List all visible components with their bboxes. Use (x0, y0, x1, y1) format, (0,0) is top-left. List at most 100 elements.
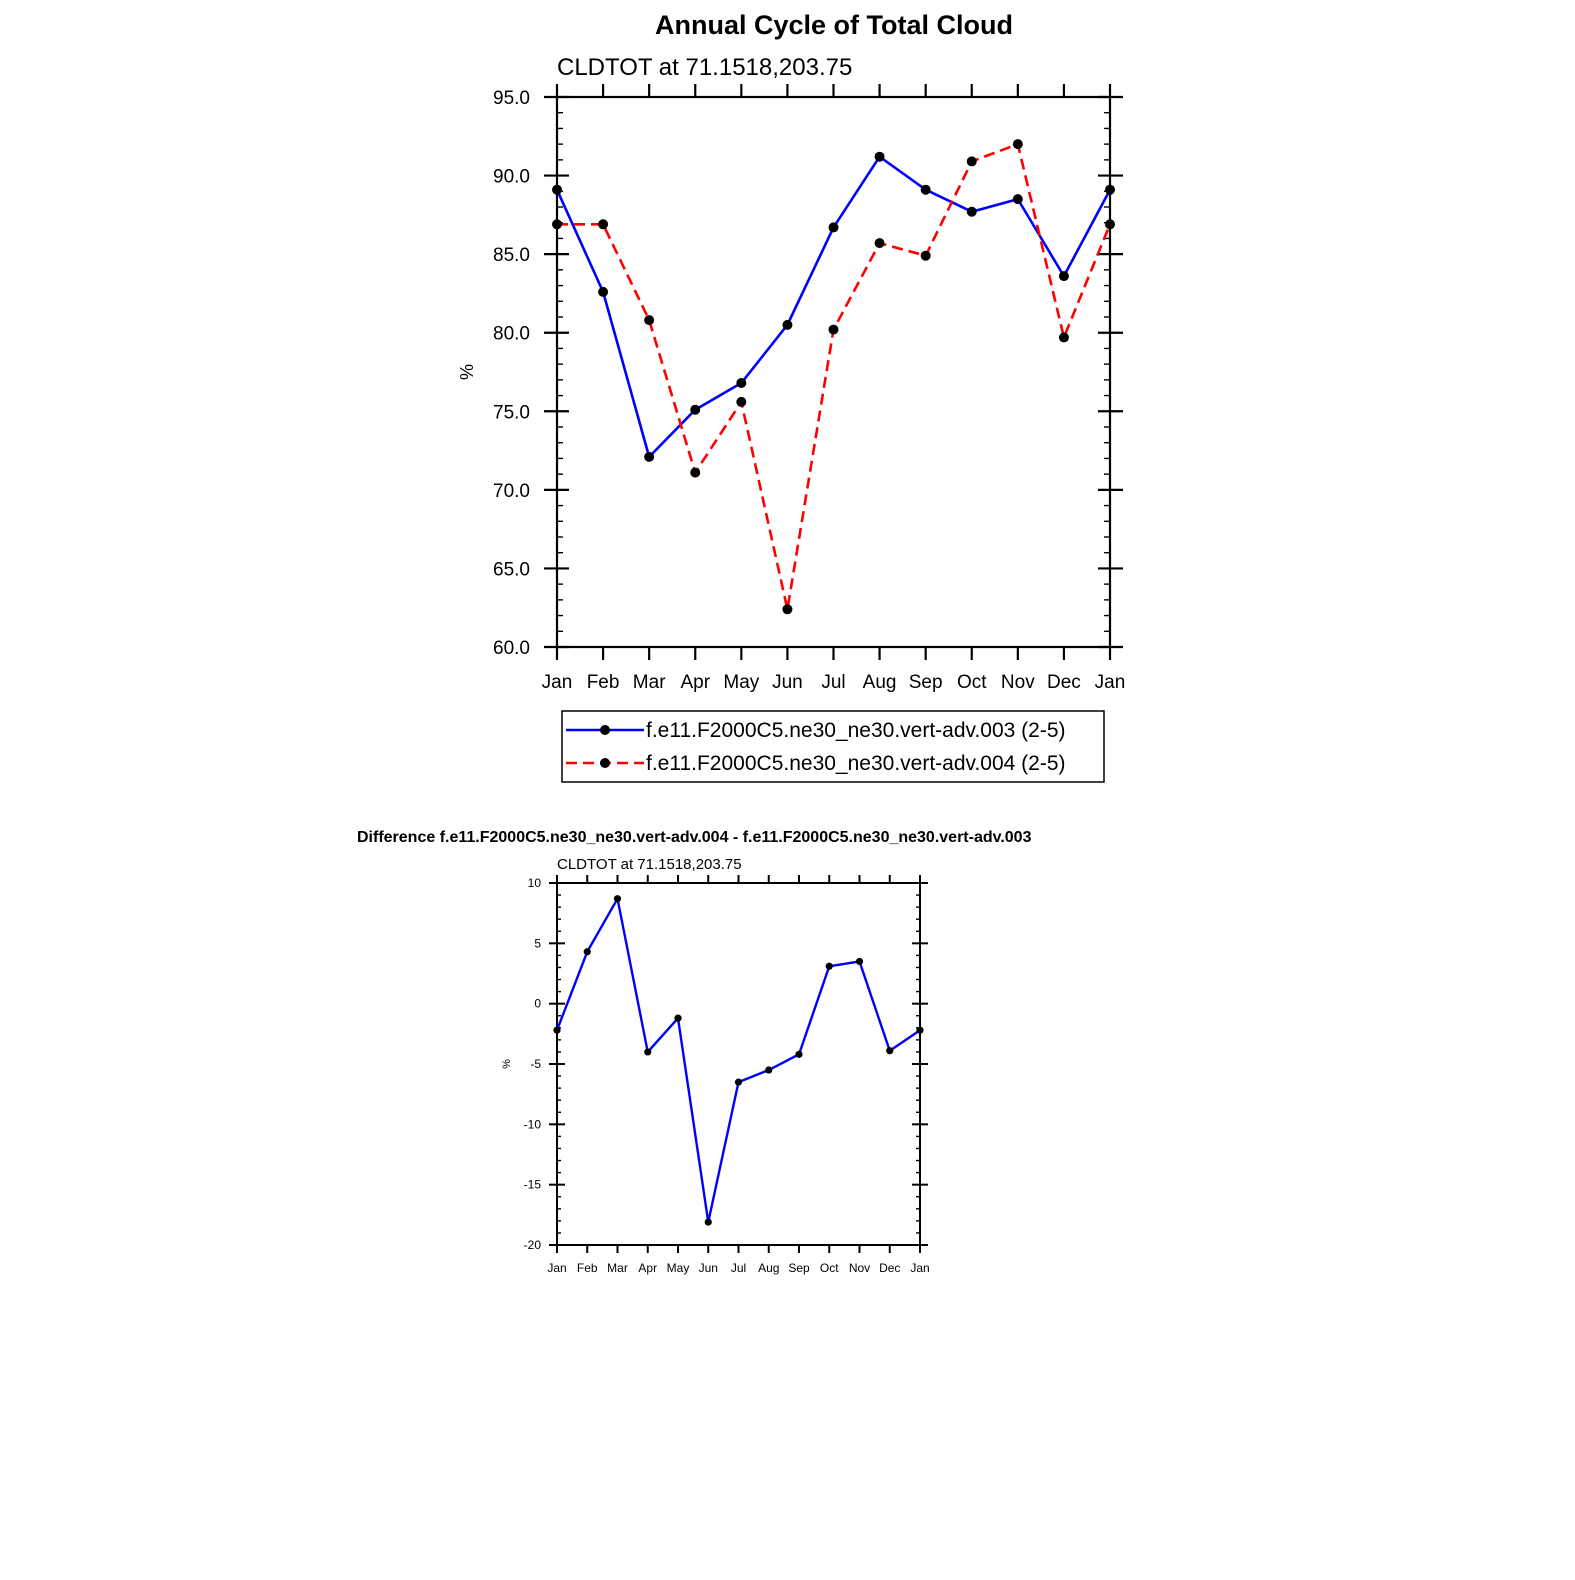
data-point-series1 (795, 1050, 803, 1058)
data-point-series1 (553, 1026, 561, 1034)
data-point-series2 (874, 238, 885, 249)
legend-label-series1: f.e11.F2000C5.ne30_ne30.vert-adv.003 (2-… (646, 719, 1066, 742)
data-point-series2 (828, 324, 839, 335)
data-point-series1 (886, 1047, 894, 1055)
main-chart-plot-frame (555, 95, 1112, 649)
data-point-series1 (552, 184, 562, 195)
x-tick-label: Apr (680, 672, 710, 693)
series-line-1 (555, 155, 1112, 459)
x-tick-label: May (723, 672, 759, 693)
x-tick-label: Sep (788, 1261, 810, 1275)
main-chart-subtitle: CLDTOT at 71.1518,203.75 (557, 54, 852, 81)
data-point-series2 (552, 219, 562, 230)
y-tick-label: -10 (524, 1117, 542, 1131)
data-point-series2 (690, 467, 701, 478)
x-tick-label: May (667, 1261, 690, 1275)
main-chart-ylabel: % (457, 364, 477, 380)
x-tick-label: Mar (607, 1261, 628, 1275)
main-chart-tick-labels: Jan Feb Mar Apr May Jun Jul Aug Sep Oct Nov Dec Jan 6… (493, 88, 1125, 693)
y-tick-label: 5 (534, 936, 541, 950)
data-point-series1 (736, 378, 747, 388)
x-tick-label: Apr (638, 1261, 657, 1275)
data-point-series1 (644, 1048, 652, 1056)
y-tick-label: -5 (530, 1057, 541, 1071)
difference-chart-tick-labels: Jan Feb Mar Apr May Jun Jul Aug Sep Oct Nov Dec Jan-… (524, 876, 930, 1275)
legend-box (561, 710, 1105, 783)
y-tick-label: 85.0 (493, 245, 530, 266)
data-point-series2 (1058, 332, 1069, 343)
legend-marker-series1 (600, 725, 610, 735)
data-point-series1 (966, 206, 977, 217)
y-tick-label: 70.0 (493, 481, 530, 502)
y-tick-label: 60.0 (493, 638, 530, 659)
difference-chart-ticks (549, 875, 928, 1253)
data-point-series1 (1058, 271, 1069, 282)
data-point-series1 (598, 286, 609, 297)
data-point-series1 (782, 319, 793, 330)
main-chart-title: Annual Cycle of Total Cloud (655, 10, 1013, 40)
y-tick-label: -20 (524, 1238, 542, 1252)
difference-chart-plot-frame (556, 882, 921, 1246)
data-point-series2 (1012, 139, 1023, 150)
data-point-series1 (1105, 184, 1115, 195)
data-point-series1 (674, 1014, 682, 1022)
x-tick-label: Aug (863, 672, 897, 693)
y-tick-label: 80.0 (493, 324, 530, 345)
data-point-series2 (782, 604, 793, 615)
y-tick-label: 90.0 (493, 167, 530, 188)
legend-label-series2: f.e11.F2000C5.ne30_ne30.vert-adv.004 (2-… (646, 752, 1066, 775)
x-tick-label: Jan (1095, 672, 1126, 693)
difference-chart-series (553, 895, 924, 1226)
data-point-series2 (1105, 219, 1115, 230)
difference-chart: Difference f.e11.F2000C5.ne30_ne30.vert-… (357, 829, 1032, 1275)
main-chart-legend: f.e11.F2000C5.ne30_ne30.vert-adv.003 (2-… (561, 710, 1105, 783)
data-point-series2 (644, 315, 655, 326)
series-line-1 (555, 897, 921, 1224)
data-point-series2 (920, 250, 931, 261)
main-chart-ticks (544, 84, 1123, 660)
x-tick-label: Nov (849, 1261, 870, 1275)
main-chart: Annual Cycle of Total Cloud CLDTOT at 71… (457, 10, 1125, 783)
data-point-series1 (855, 957, 864, 966)
x-tick-label: Dec (879, 1261, 900, 1275)
x-tick-label: Nov (1001, 672, 1035, 693)
x-tick-label: Feb (577, 1261, 598, 1275)
x-tick-label: Jul (821, 672, 845, 693)
data-point-series1 (825, 962, 833, 970)
legend-marker-series2 (600, 758, 610, 768)
data-point-series1 (704, 1218, 712, 1226)
difference-chart-subtitle: CLDTOT at 71.1518,203.75 (557, 856, 742, 873)
data-point-series2 (966, 156, 977, 167)
data-point-series1 (916, 1026, 924, 1034)
data-point-series1 (828, 222, 839, 233)
data-point-series2 (736, 396, 747, 407)
x-tick-label: Dec (1047, 672, 1081, 693)
data-point-series1 (920, 184, 931, 195)
x-tick-label: Jul (731, 1261, 746, 1275)
data-point-series1 (874, 151, 885, 162)
data-point-series1 (765, 1066, 773, 1074)
data-point-series1 (1012, 194, 1023, 205)
main-chart-series (552, 139, 1115, 615)
data-point-series2 (598, 219, 609, 230)
x-tick-label: Jan (910, 1261, 929, 1275)
y-tick-label: 65.0 (493, 559, 530, 580)
y-tick-label: 0 (534, 997, 541, 1011)
data-point-series1 (613, 895, 622, 903)
y-tick-label: 10 (528, 876, 542, 890)
data-point-series1 (583, 948, 591, 956)
y-tick-label: 95.0 (493, 88, 530, 109)
x-tick-label: Jun (699, 1261, 718, 1275)
x-tick-label: Mar (633, 672, 666, 693)
x-tick-label: Aug (758, 1261, 779, 1275)
x-tick-label: Jun (772, 672, 803, 693)
y-tick-label: 75.0 (493, 402, 530, 423)
data-point-series1 (734, 1078, 743, 1086)
x-tick-label: Feb (587, 672, 620, 693)
x-tick-label: Oct (957, 672, 987, 693)
x-tick-label: Jan (547, 1261, 566, 1275)
data-point-series1 (690, 404, 701, 415)
data-point-series1 (644, 451, 655, 462)
